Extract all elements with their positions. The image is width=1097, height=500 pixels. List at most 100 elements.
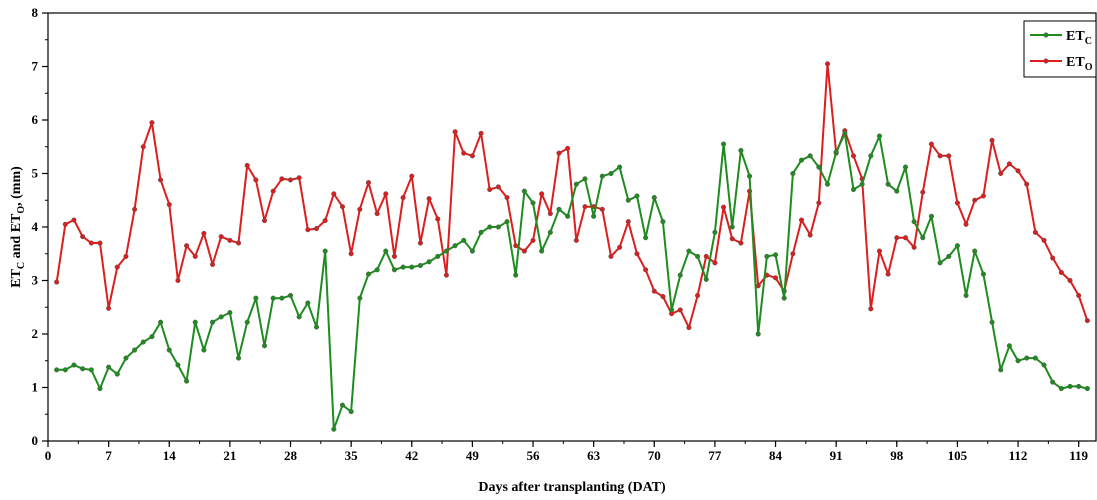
data-point	[54, 367, 60, 373]
data-point	[331, 191, 337, 197]
data-point	[894, 235, 900, 241]
data-point	[97, 240, 103, 246]
data-point	[54, 279, 60, 285]
data-point	[738, 240, 744, 246]
data-point	[989, 319, 995, 325]
data-point	[850, 153, 857, 159]
data-point	[539, 248, 545, 254]
data-point	[140, 339, 146, 345]
data-point	[1076, 292, 1082, 299]
legend-marker	[1043, 32, 1049, 38]
data-point	[132, 206, 138, 212]
data-point	[166, 347, 172, 353]
data-point	[677, 307, 683, 313]
data-point	[972, 197, 978, 203]
data-point	[539, 191, 545, 197]
data-point	[261, 218, 268, 224]
data-point	[565, 145, 571, 151]
data-point	[305, 227, 311, 233]
legend-label-part: ET	[1066, 55, 1085, 70]
data-point	[1024, 181, 1030, 187]
data-point	[798, 157, 805, 163]
data-point	[175, 362, 181, 368]
data-point	[279, 176, 285, 182]
data-point	[911, 219, 917, 225]
data-point	[998, 367, 1004, 373]
y-axis: 0 1 2 3 4 5 6 7 8	[32, 5, 48, 448]
data-point	[1076, 383, 1082, 389]
data-point	[114, 371, 120, 377]
y-tick-label: 3	[32, 273, 39, 288]
data-point	[218, 314, 224, 320]
data-point	[426, 196, 432, 202]
data-point	[772, 252, 779, 258]
x-tick-label: 14	[163, 448, 177, 463]
data-point	[495, 184, 501, 190]
data-point	[478, 229, 484, 235]
data-point	[573, 181, 579, 187]
data-point	[634, 193, 640, 199]
legend-box	[1023, 20, 1097, 78]
data-point	[738, 147, 744, 154]
data-point	[80, 366, 86, 372]
data-point	[1032, 229, 1038, 235]
data-point	[980, 193, 986, 199]
data-point	[62, 367, 68, 373]
data-point	[244, 319, 250, 325]
data-point	[695, 292, 701, 299]
data-point	[998, 170, 1004, 177]
series-1	[54, 61, 1090, 331]
data-point	[106, 305, 112, 311]
data-point	[712, 229, 718, 235]
data-point	[504, 195, 510, 201]
data-point	[1041, 362, 1047, 368]
data-point	[279, 295, 285, 301]
y-axis-title: ETC and ETO, (mm)	[9, 166, 27, 288]
data-point	[166, 201, 172, 208]
data-point	[721, 204, 727, 210]
y-tick-label: 6	[32, 112, 39, 127]
data-point	[495, 224, 501, 230]
x-tick-label: 77	[708, 448, 722, 463]
data-point	[755, 331, 761, 337]
x-tick-label: 56	[527, 448, 541, 463]
data-point	[582, 204, 588, 210]
data-point	[980, 271, 986, 277]
legend-label: ETC	[1066, 29, 1092, 47]
data-point	[123, 253, 129, 259]
data-point	[885, 271, 891, 277]
data-point	[530, 200, 536, 206]
data-point	[435, 253, 441, 259]
data-point	[876, 248, 883, 254]
data-point	[617, 244, 623, 250]
data-point	[643, 267, 649, 273]
data-point	[357, 295, 363, 301]
data-point	[383, 191, 389, 197]
x-tick-label: 7	[105, 448, 112, 463]
data-point	[452, 129, 458, 135]
data-point	[937, 260, 943, 266]
data-point	[435, 216, 441, 222]
data-point	[781, 295, 787, 301]
data-point	[287, 177, 294, 183]
series-0	[54, 130, 1090, 432]
data-point	[651, 195, 657, 201]
data-point	[660, 219, 666, 225]
data-point	[443, 248, 449, 254]
data-point	[850, 187, 857, 193]
data-point	[617, 164, 623, 170]
data-point	[417, 262, 423, 269]
x-tick-label: 84	[769, 448, 783, 463]
data-point	[772, 275, 779, 281]
data-point	[322, 218, 328, 224]
data-point	[339, 402, 346, 408]
data-point	[184, 243, 190, 249]
data-point	[530, 237, 536, 243]
data-point	[928, 213, 934, 219]
x-axis: 0 7 14 21 28 35 42 49 56 63 70 77 84 91 98 105 112 119	[45, 441, 1089, 463]
data-point	[521, 188, 527, 194]
data-point	[417, 240, 423, 246]
y-tick-label: 4	[32, 219, 39, 234]
data-point	[1067, 383, 1073, 389]
